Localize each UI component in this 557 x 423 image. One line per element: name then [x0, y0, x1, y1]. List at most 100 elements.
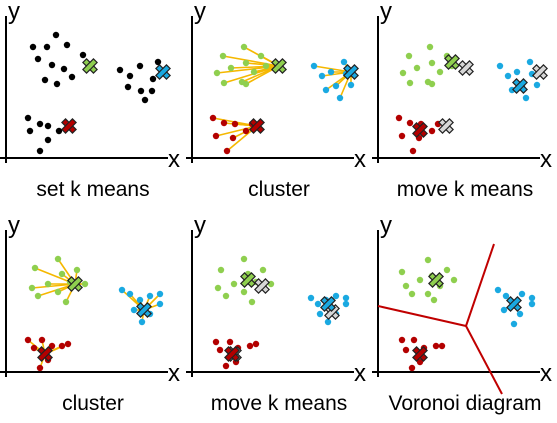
- panel-caption: cluster: [248, 178, 310, 201]
- panel-1: y x set k means: [0, 0, 180, 201]
- data-point-green: [81, 280, 89, 288]
- data-point-red: [212, 338, 220, 346]
- data-point-green: [436, 68, 444, 76]
- data-point-green: [250, 68, 258, 76]
- data-point-blue: [307, 294, 315, 302]
- data-point-green: [406, 79, 414, 87]
- data-point-blue: [518, 290, 526, 298]
- data-point-red: [229, 134, 237, 142]
- data-point-red: [252, 340, 260, 348]
- data-point-green: [28, 284, 36, 292]
- data-point-red: [222, 362, 230, 370]
- panel-caption: cluster: [62, 392, 124, 415]
- data-point-blue: [342, 300, 350, 308]
- data-point-green: [443, 266, 451, 274]
- data-point-blue: [342, 294, 350, 302]
- mean-green: [67, 276, 83, 292]
- data-point-red: [36, 364, 44, 372]
- panel-5: y x move k means: [186, 212, 366, 415]
- data-point-green: [54, 255, 62, 263]
- data-point-green: [230, 280, 238, 288]
- data-point-green: [262, 62, 270, 70]
- data-point: [63, 41, 71, 49]
- data-point-blue: [318, 72, 326, 80]
- assignment-line: [313, 65, 352, 73]
- data-point-green: [227, 64, 235, 72]
- data-point-red: [438, 342, 446, 350]
- x-axis-label: x: [168, 360, 180, 387]
- data-point-green: [31, 264, 39, 272]
- data-point-red: [48, 342, 56, 350]
- data-point: [116, 66, 124, 74]
- y-axis-label: y: [380, 212, 392, 239]
- y-axis-label: y: [194, 0, 206, 25]
- data-point-blue: [126, 290, 134, 298]
- mean-blue: [506, 296, 522, 312]
- data-point-green: [222, 292, 230, 300]
- x-axis-label: x: [540, 146, 552, 173]
- data-point-red: [398, 336, 406, 344]
- data-point-blue: [340, 58, 348, 66]
- data-point-red: [64, 340, 72, 348]
- x-axis-label: x: [540, 360, 552, 387]
- data-point-blue: [526, 58, 534, 66]
- data-point-blue: [533, 81, 541, 89]
- data-point-red: [408, 364, 416, 372]
- mean-green: [271, 58, 287, 74]
- mean-red: [61, 118, 77, 134]
- y-axis-label: y: [8, 0, 20, 25]
- data-point-blue: [322, 86, 330, 94]
- data-point: [124, 83, 132, 91]
- data-point-red: [30, 344, 38, 352]
- mean-red: [37, 346, 53, 362]
- data-point-blue: [118, 286, 126, 294]
- data-point: [137, 87, 145, 95]
- data-point-green: [242, 80, 250, 88]
- panel-caption: move k means: [211, 392, 348, 415]
- mean-blue: [155, 64, 171, 80]
- data-point: [44, 136, 52, 144]
- mean-blue-core: [511, 301, 517, 307]
- data-point-blue: [504, 72, 512, 80]
- mean-green: [428, 272, 444, 288]
- data-point-green: [428, 59, 436, 67]
- data-point-blue: [324, 318, 332, 326]
- mean-blue: [136, 302, 152, 318]
- data-point-blue: [347, 81, 355, 89]
- data-point: [154, 58, 162, 66]
- voronoi-edge: [465, 325, 503, 395]
- data-point-green: [34, 292, 42, 300]
- data-point-red: [58, 342, 66, 350]
- data-point: [53, 80, 61, 88]
- data-point-red: [212, 132, 220, 140]
- data-point-green: [402, 282, 410, 290]
- data-point: [55, 127, 63, 135]
- panel-3: y x move k means: [372, 0, 552, 201]
- y-axis-label: y: [380, 0, 392, 25]
- old-mean-red: [438, 118, 454, 134]
- data-point-green: [44, 280, 52, 288]
- y-axis-label: y: [8, 212, 20, 239]
- data-point-green: [424, 290, 432, 298]
- mean-blue: [320, 296, 336, 312]
- data-point-green: [219, 52, 227, 60]
- data-point-blue: [522, 94, 530, 102]
- data-point-red: [226, 338, 234, 346]
- data-point-green: [220, 79, 228, 87]
- data-point-green: [398, 268, 406, 276]
- data-point-red: [38, 336, 46, 344]
- data-point-red: [409, 147, 417, 155]
- data-point-blue: [502, 292, 510, 300]
- data-point-green: [408, 290, 416, 298]
- data-point-green: [450, 276, 458, 284]
- data-point-blue: [314, 300, 322, 308]
- data-point-green: [248, 298, 256, 306]
- data-point-blue: [516, 310, 524, 318]
- data-point-blue: [138, 318, 146, 326]
- panel-caption: move k means: [397, 178, 534, 201]
- data-point-red: [410, 336, 418, 344]
- data-point-green: [399, 69, 407, 77]
- data-point-green: [426, 43, 434, 51]
- mean-green: [240, 272, 256, 288]
- data-point-red: [432, 342, 440, 350]
